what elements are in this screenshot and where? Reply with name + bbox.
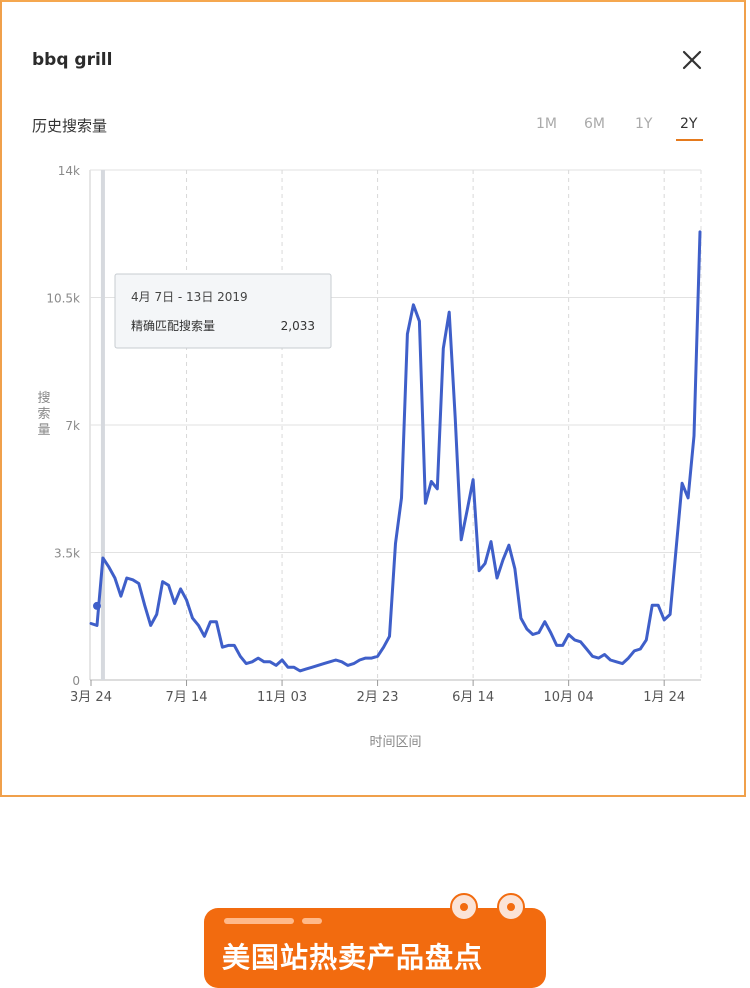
tab-1y[interactable]: 1Y bbox=[635, 116, 653, 132]
y-axis-title-char: 索 bbox=[37, 407, 50, 422]
close-icon[interactable] bbox=[678, 46, 706, 74]
y-tick-label: 14k bbox=[58, 164, 80, 178]
promo-banner[interactable] bbox=[204, 908, 546, 988]
hover-point bbox=[93, 601, 101, 610]
x-axis-title: 时间区间 bbox=[369, 735, 421, 750]
hover-cursor bbox=[100, 170, 105, 680]
x-tick-label: 1月 24 bbox=[643, 690, 685, 705]
tooltip-value: 2,033 bbox=[281, 319, 315, 333]
x-tick-label: 6月 14 bbox=[452, 690, 494, 705]
search-volume-card: bbq grill 历史搜索量 1M 6M 1Y 2Y bbox=[0, 0, 746, 797]
x-tick-label: 3月 24 bbox=[70, 690, 112, 705]
active-tab-underline bbox=[676, 139, 703, 141]
y-tick-label: 0 bbox=[72, 674, 80, 688]
series-line bbox=[89, 230, 702, 673]
y-tick-label: 3.5k bbox=[54, 547, 80, 561]
card-title: bbq grill bbox=[32, 50, 113, 70]
tooltip-date: 4月 7日 - 13日 2019 bbox=[131, 290, 248, 304]
x-tick-label: 10月 04 bbox=[544, 690, 594, 705]
y-axis-title-char: 量 bbox=[37, 423, 50, 438]
tab-1m[interactable]: 1M bbox=[536, 116, 557, 132]
tab-6m[interactable]: 6M bbox=[584, 116, 605, 132]
x-tick-label: 2月 23 bbox=[357, 690, 399, 705]
tab-2y[interactable]: 2Y bbox=[680, 116, 698, 132]
history-search-volume-label: 历史搜索量 bbox=[32, 117, 108, 135]
x-tick-label: 7月 14 bbox=[166, 690, 208, 705]
x-tick-label: 11月 03 bbox=[257, 690, 307, 705]
y-tick-label: 7k bbox=[65, 419, 80, 433]
y-tick-label: 10.5k bbox=[46, 292, 80, 306]
y-axis-title-char: 搜 bbox=[37, 391, 50, 406]
tooltip-label: 精确匹配搜索量 bbox=[131, 318, 215, 333]
search-volume-line-chart: 0 3.5k 7k 10.5k 14k 3月 24 7月 14 11月 03 2月 23 6月 1… bbox=[37, 164, 702, 750]
tooltip-box bbox=[114, 273, 332, 349]
